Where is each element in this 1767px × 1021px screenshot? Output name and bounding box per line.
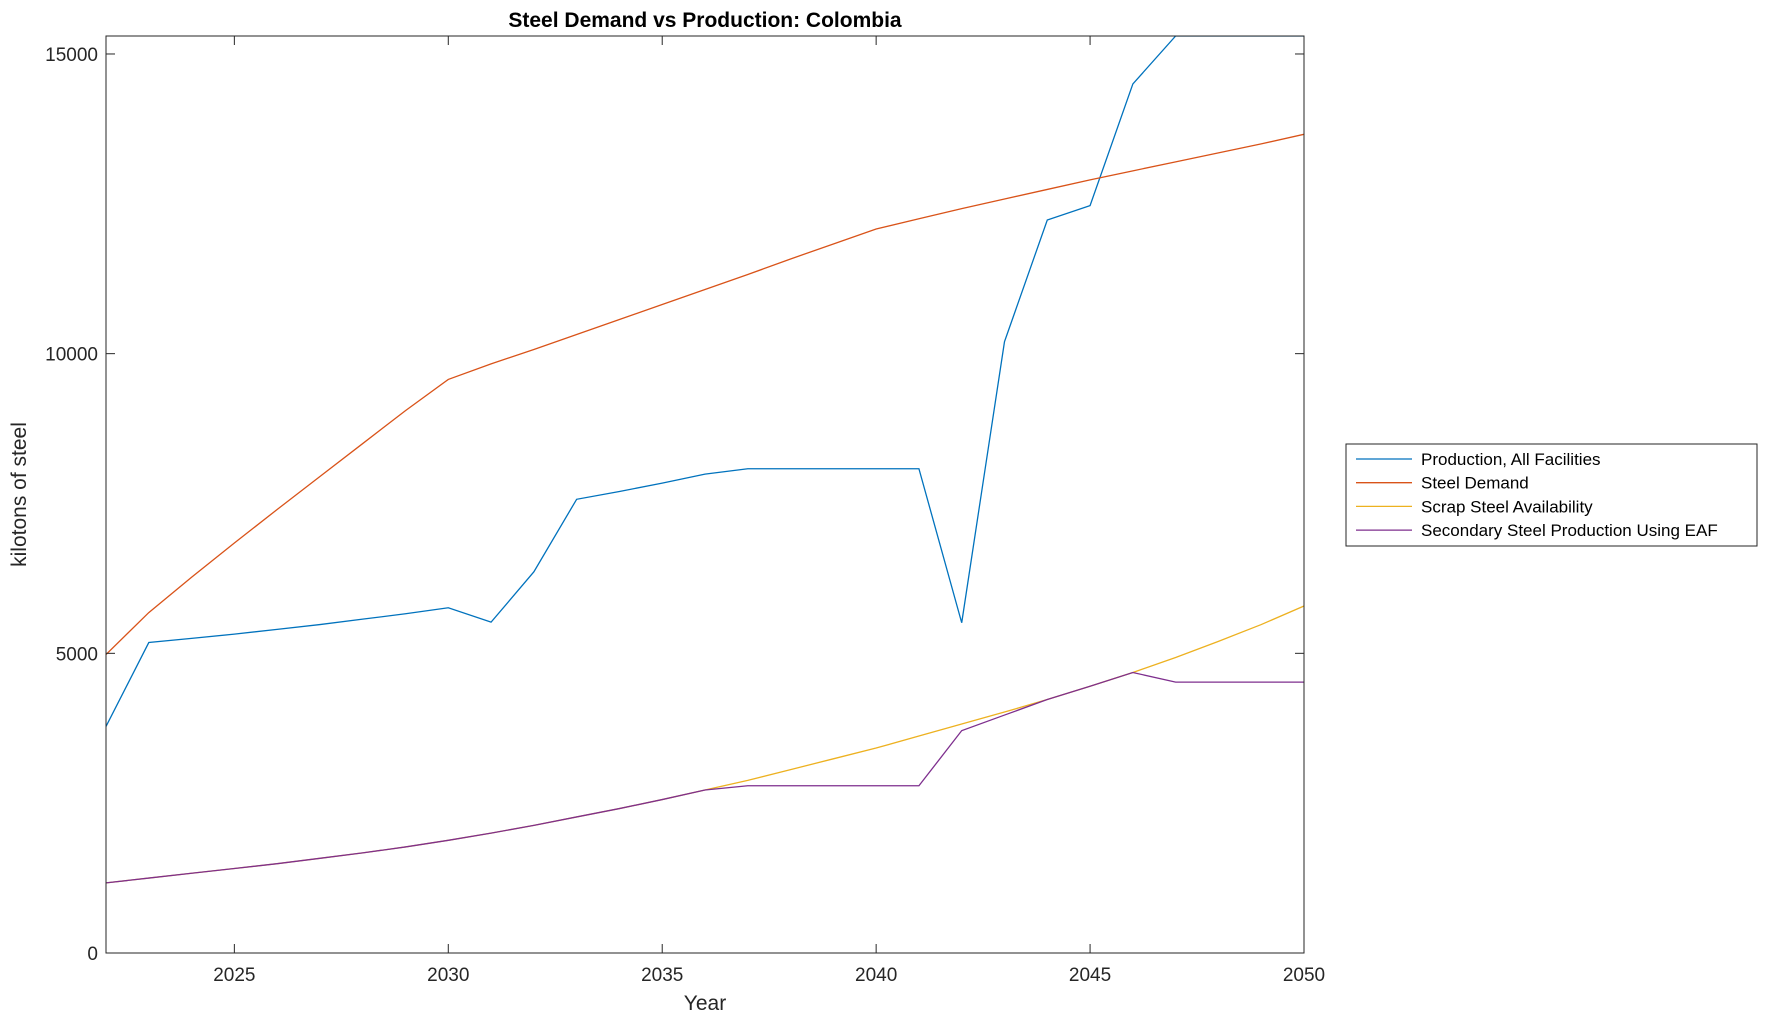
x-tick-label: 2050 bbox=[1283, 965, 1325, 986]
series-layer bbox=[106, 36, 1304, 884]
x-axis-label: Year bbox=[684, 992, 726, 1015]
x-tick-label: 2035 bbox=[641, 965, 683, 986]
series-line-2 bbox=[106, 133, 1304, 655]
y-axis-label: kilotons of steel bbox=[8, 422, 31, 567]
series-line-1 bbox=[106, 36, 1304, 727]
legend: Production, All Facilities Steel Demand Sc… bbox=[1345, 443, 1758, 547]
plot-background bbox=[106, 36, 1304, 953]
ticks-layer: 2025 2030 2035 2040 2045 2050 0 5000 10000 15000 bbox=[45, 36, 1325, 986]
x-tick-label: 2030 bbox=[427, 965, 469, 986]
legend-label-4: Secondary Steel Production Using EAF bbox=[1421, 521, 1718, 540]
x-tick-label: 2045 bbox=[1069, 965, 1111, 986]
plot-border bbox=[105, 35, 1305, 954]
series-line-4 bbox=[106, 671, 1304, 884]
legend-label-3: Scrap Steel Availability bbox=[1421, 497, 1593, 516]
legend-box bbox=[1345, 443, 1758, 547]
legend-label-1: Production, All Facilities bbox=[1421, 450, 1601, 469]
y-tick-label: 10000 bbox=[45, 345, 98, 366]
chart-title: Steel Demand vs Production: Colombia bbox=[508, 9, 902, 32]
legend-label-2: Steel Demand bbox=[1421, 474, 1529, 493]
x-tick-label: 2040 bbox=[855, 965, 897, 986]
x-tick-label: 2025 bbox=[213, 965, 255, 986]
y-tick-label: 15000 bbox=[45, 45, 98, 66]
y-tick-label: 5000 bbox=[56, 644, 98, 665]
y-tick-label: 0 bbox=[87, 944, 98, 965]
